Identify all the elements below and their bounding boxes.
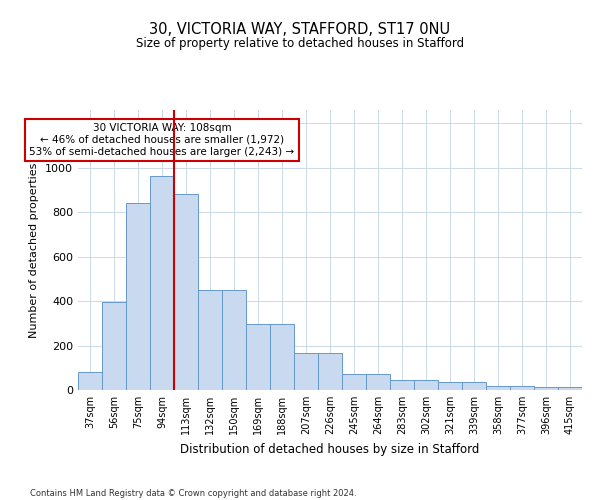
Bar bbox=[126, 204, 150, 390]
Bar bbox=[318, 354, 342, 390]
Bar bbox=[198, 290, 222, 390]
Bar bbox=[462, 382, 486, 390]
Bar bbox=[150, 176, 174, 390]
Bar bbox=[342, 374, 366, 390]
Y-axis label: Number of detached properties: Number of detached properties bbox=[29, 162, 40, 338]
Bar bbox=[438, 382, 462, 390]
Bar bbox=[78, 372, 102, 390]
Bar bbox=[102, 302, 126, 390]
Bar bbox=[510, 386, 534, 390]
Bar bbox=[294, 354, 318, 390]
Bar bbox=[222, 290, 246, 390]
Text: 30 VICTORIA WAY: 108sqm
← 46% of detached houses are smaller (1,972)
53% of semi: 30 VICTORIA WAY: 108sqm ← 46% of detache… bbox=[29, 124, 295, 156]
Bar bbox=[534, 386, 558, 390]
Bar bbox=[414, 380, 438, 390]
Text: Size of property relative to detached houses in Stafford: Size of property relative to detached ho… bbox=[136, 38, 464, 51]
X-axis label: Distribution of detached houses by size in Stafford: Distribution of detached houses by size … bbox=[181, 442, 479, 456]
Text: Contains HM Land Registry data © Crown copyright and database right 2024.: Contains HM Land Registry data © Crown c… bbox=[30, 488, 356, 498]
Bar bbox=[270, 324, 294, 390]
Bar bbox=[390, 380, 414, 390]
Bar bbox=[486, 386, 510, 390]
Text: 30, VICTORIA WAY, STAFFORD, ST17 0NU: 30, VICTORIA WAY, STAFFORD, ST17 0NU bbox=[149, 22, 451, 38]
Bar bbox=[174, 194, 198, 390]
Bar bbox=[366, 374, 390, 390]
Bar bbox=[246, 324, 270, 390]
Bar bbox=[558, 386, 582, 390]
